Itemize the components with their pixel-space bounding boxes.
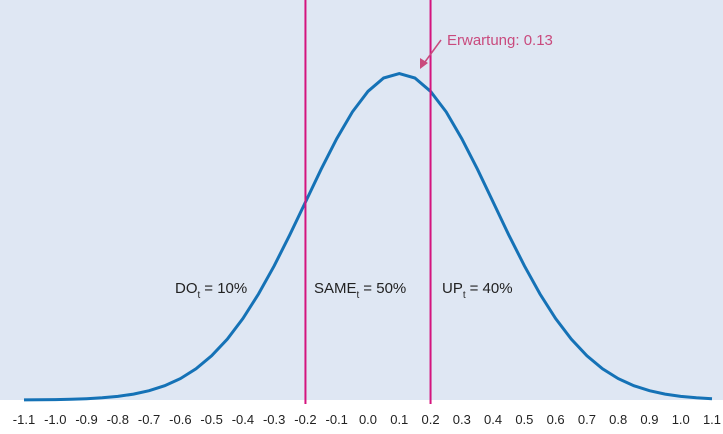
x-tick-label: -0.5 <box>200 412 222 427</box>
region-label: SAMEt = 50% <box>314 280 406 301</box>
region-name: DO <box>175 280 198 297</box>
x-tick-label: -0.6 <box>169 412 191 427</box>
annotation-arrowhead <box>420 58 428 69</box>
x-tick-label: -0.3 <box>263 412 285 427</box>
region-text: = 40% <box>470 280 513 297</box>
x-tick-label: -0.4 <box>232 412 254 427</box>
region-label: UPt = 40% <box>442 280 513 301</box>
region-subscript: t <box>463 290 466 301</box>
region-subscript: t <box>357 290 360 301</box>
x-tick-label: 0.3 <box>453 412 471 427</box>
x-tick-label: 0.7 <box>578 412 596 427</box>
region-name: SAME <box>314 280 357 297</box>
x-tick-label: -0.9 <box>75 412 97 427</box>
x-tick-label: 0.5 <box>515 412 533 427</box>
x-tick-label: 1.0 <box>672 412 690 427</box>
region-name: UP <box>442 280 463 297</box>
region-text: = 10% <box>204 280 247 297</box>
x-tick-label: 0.0 <box>359 412 377 427</box>
x-tick-label: 0.8 <box>609 412 627 427</box>
density-curve <box>23 72 713 402</box>
x-tick-label: 1.1 <box>703 412 721 427</box>
region-text: = 50% <box>363 280 406 297</box>
x-tick-label: 0.6 <box>547 412 565 427</box>
x-tick-label: -0.2 <box>294 412 316 427</box>
x-tick-label: 0.9 <box>640 412 658 427</box>
region-subscript: t <box>198 290 201 301</box>
plot-background <box>0 0 723 400</box>
x-tick-label: -1.0 <box>44 412 66 427</box>
region-label: DOt = 10% <box>175 280 247 301</box>
x-tick-label: -0.8 <box>107 412 129 427</box>
x-tick-label: 0.4 <box>484 412 502 427</box>
x-tick-label: -1.1 <box>13 412 35 427</box>
x-tick-label: -0.1 <box>326 412 348 427</box>
annotation: Erwartung: 0.13 <box>447 32 553 49</box>
x-tick-label: 0.1 <box>390 412 408 427</box>
x-tick-label: -0.7 <box>138 412 160 427</box>
x-tick-label: 0.2 <box>422 412 440 427</box>
